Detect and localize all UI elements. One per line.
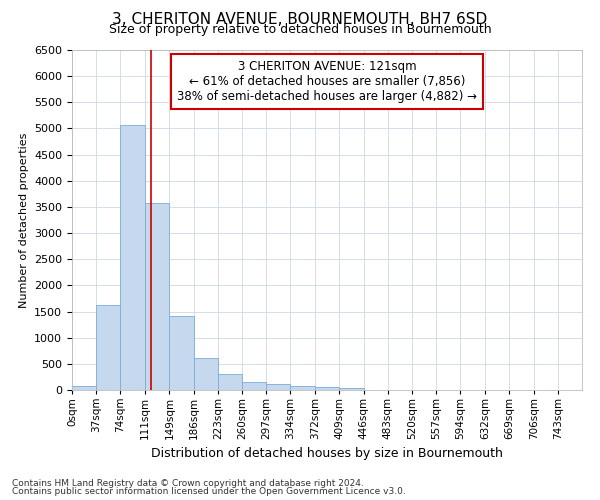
Bar <box>340 388 364 390</box>
Text: Size of property relative to detached houses in Bournemouth: Size of property relative to detached ho… <box>109 22 491 36</box>
Bar <box>145 202 169 390</box>
Bar <box>169 316 194 390</box>
X-axis label: Distribution of detached houses by size in Bournemouth: Distribution of detached houses by size … <box>151 448 503 460</box>
Text: Contains public sector information licensed under the Open Government Licence v3: Contains public sector information licen… <box>12 486 406 496</box>
Bar <box>96 304 121 390</box>
Bar <box>266 384 290 390</box>
Text: 3, CHERITON AVENUE, BOURNEMOUTH, BH7 6SD: 3, CHERITON AVENUE, BOURNEMOUTH, BH7 6SD <box>112 12 488 28</box>
Bar <box>315 387 340 390</box>
Bar <box>72 386 96 390</box>
Y-axis label: Number of detached properties: Number of detached properties <box>19 132 29 308</box>
Bar <box>290 386 314 390</box>
Text: Contains HM Land Registry data © Crown copyright and database right 2024.: Contains HM Land Registry data © Crown c… <box>12 479 364 488</box>
Text: 3 CHERITON AVENUE: 121sqm
← 61% of detached houses are smaller (7,856)
38% of se: 3 CHERITON AVENUE: 121sqm ← 61% of detac… <box>177 60 477 103</box>
Bar <box>194 358 218 390</box>
Bar <box>218 374 242 390</box>
Bar <box>121 126 145 390</box>
Bar <box>242 382 266 390</box>
